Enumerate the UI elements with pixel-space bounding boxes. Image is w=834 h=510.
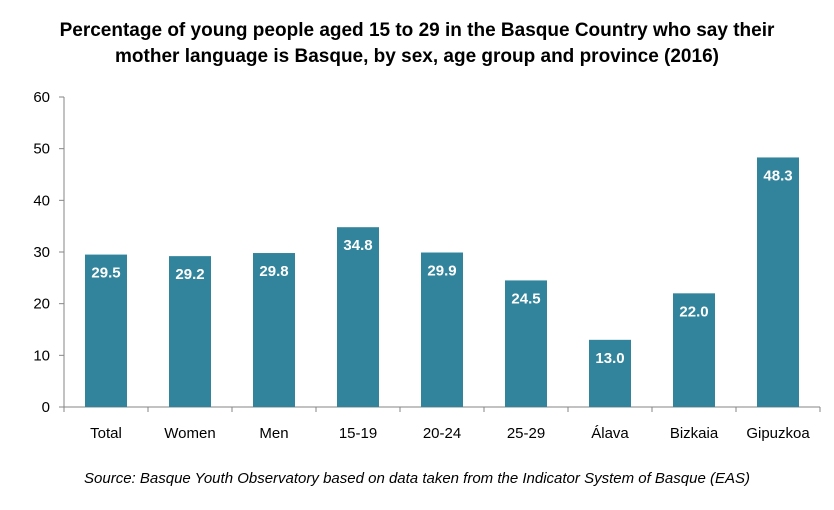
- bar: [169, 256, 211, 407]
- x-category-label: 20-24: [423, 425, 461, 442]
- y-tick-label: 10: [33, 347, 50, 364]
- x-category-label: Álava: [591, 425, 629, 442]
- x-category-label: 15-19: [339, 425, 377, 442]
- y-tick-label: 0: [42, 399, 50, 416]
- x-category-label: Gipuzkoa: [746, 425, 810, 442]
- x-category-label: Total: [90, 425, 122, 442]
- bar-data-label: 13.0: [595, 350, 624, 367]
- y-tick-label: 20: [33, 296, 50, 313]
- chart-source-note: Source: Basque Youth Observatory based o…: [84, 470, 750, 487]
- bar: [589, 339, 631, 407]
- bar: [337, 227, 379, 407]
- x-category-label: Bizkaia: [670, 425, 719, 442]
- x-category-label: 25-29: [507, 425, 545, 442]
- bar-data-label: 29.8: [259, 263, 288, 280]
- bar: [253, 253, 295, 407]
- bar-data-label: 24.5: [511, 290, 540, 307]
- x-category-label: Men: [259, 425, 288, 442]
- bar-data-label: 29.5: [91, 265, 120, 282]
- y-tick-label: 30: [33, 244, 50, 261]
- y-tick-label: 40: [33, 192, 50, 209]
- bar: [421, 252, 463, 407]
- bar-data-label: 29.2: [175, 266, 204, 283]
- chart-title-line-2: mother language is Basque, by sex, age g…: [115, 46, 719, 67]
- bar-data-label: 29.9: [427, 263, 456, 280]
- bar-data-label: 22.0: [679, 303, 708, 320]
- bar: [673, 293, 715, 407]
- y-tick-label: 50: [33, 141, 50, 158]
- bar: [757, 157, 799, 407]
- x-category-label: Women: [164, 425, 215, 442]
- y-tick-label: 60: [33, 89, 50, 106]
- bar: [85, 254, 127, 407]
- bar-data-label: 34.8: [343, 237, 372, 254]
- chart-title: Percentage of young people aged 15 to 29…: [0, 18, 834, 70]
- chart-title-line-1: Percentage of young people aged 15 to 29…: [59, 20, 775, 41]
- bar: [505, 280, 547, 407]
- bar-data-label: 48.3: [763, 167, 792, 184]
